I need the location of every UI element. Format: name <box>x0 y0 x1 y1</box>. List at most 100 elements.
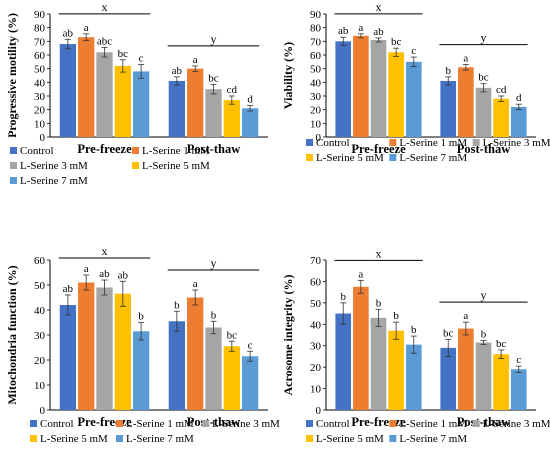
significance-letter: a <box>193 278 198 290</box>
bar <box>223 100 240 137</box>
legend-swatch <box>306 435 313 442</box>
significance-letter: cd <box>227 84 238 96</box>
y-tick-label: 0 <box>40 405 46 417</box>
bar <box>510 369 527 410</box>
y-tick-label: 60 <box>34 50 46 62</box>
legend-swatch <box>10 177 17 184</box>
legend-swatch <box>10 162 17 169</box>
y-tick-label: 10 <box>34 118 46 130</box>
significance-letter: bc <box>208 72 219 84</box>
x-category-label: Pre-freeze <box>77 142 132 156</box>
y-tick-label: 50 <box>34 280 46 292</box>
y-tick-label: 60 <box>310 50 322 62</box>
bar <box>132 71 150 137</box>
legend-swatch <box>10 147 17 154</box>
y-tick-label: 10 <box>310 118 322 130</box>
significance-letter: b <box>376 297 382 309</box>
bar <box>493 98 509 137</box>
significance-letter: bc <box>443 327 454 339</box>
group-letter: y <box>481 288 487 302</box>
legend-swatch <box>116 420 123 427</box>
bar <box>114 293 131 410</box>
y-tick-label: 0 <box>316 132 322 144</box>
significance-letter: bc <box>118 48 129 60</box>
legend-label: L-Serine 5 mM <box>316 433 384 445</box>
y-axis-label: Acrosome integrity (%) <box>281 274 295 395</box>
legend: Control L-Serine 1 mM L-Serine 3 mM L-Serin… <box>306 418 550 445</box>
significance-letter: c <box>139 53 144 65</box>
y-tick-label: 50 <box>34 64 46 76</box>
y-tick-label: 70 <box>34 36 46 48</box>
significance-letter: a <box>463 53 468 65</box>
legend-label: Control <box>316 418 350 430</box>
bar <box>388 330 404 410</box>
legend-swatch <box>306 139 313 146</box>
y-tick-label: 50 <box>310 298 322 310</box>
significance-letter: c <box>411 45 416 57</box>
significance-letter: ab <box>63 27 74 39</box>
significance-letter: bc <box>391 36 402 48</box>
significance-letter: b <box>340 291 346 303</box>
significance-letter: a <box>84 22 89 34</box>
legend-swatch <box>202 420 209 427</box>
bar <box>405 61 422 138</box>
bar <box>205 89 222 137</box>
significance-letter: ab <box>338 25 349 37</box>
y-tick-label: 20 <box>34 355 46 367</box>
legend-label: L-Serine 3 mM <box>483 418 550 430</box>
legend-label: L-Serine 3 mM <box>212 418 280 430</box>
legend-swatch <box>389 154 397 161</box>
significance-letter: bc <box>496 338 507 350</box>
bar <box>335 41 352 138</box>
bar <box>458 328 474 410</box>
y-tick-label: 70 <box>310 36 322 48</box>
significance-letter: b <box>138 311 144 323</box>
significance-letter: c <box>516 354 521 366</box>
y-tick-label: 80 <box>34 23 46 35</box>
bar <box>388 52 404 138</box>
y-tick-label: 30 <box>310 91 322 103</box>
bar <box>475 342 492 410</box>
y-tick-label: 40 <box>34 305 46 317</box>
x-category-label: Post-thaw <box>187 415 240 429</box>
y-tick-label: 30 <box>34 330 46 342</box>
bar <box>114 65 131 137</box>
group-letter: y <box>211 256 217 270</box>
y-tick-label: 70 <box>310 255 322 267</box>
legend-swatch <box>389 139 397 146</box>
legend-label: Control <box>20 145 54 157</box>
y-tick-label: 50 <box>310 64 322 76</box>
y-tick-label: 40 <box>310 319 322 331</box>
bar <box>78 37 95 137</box>
y-tick-label: 0 <box>40 132 46 144</box>
legend-swatch <box>472 420 480 427</box>
bar <box>223 346 240 410</box>
group-letter: y <box>481 31 487 45</box>
bar <box>205 327 222 410</box>
legend-label: L-Serine 1 mM <box>399 418 467 430</box>
y-tick-label: 90 <box>34 9 46 21</box>
significance-letter: a <box>358 268 363 280</box>
significance-letter: ab <box>373 26 384 38</box>
legend-swatch <box>30 435 37 442</box>
x-category-label: Pre-freeze <box>351 415 406 429</box>
bar <box>510 106 527 137</box>
bar <box>458 67 474 137</box>
bar <box>440 347 457 410</box>
legend-label: L-Serine 7 mM <box>399 152 467 164</box>
bar <box>405 344 422 410</box>
legend: Control L-Serine 1 mM L-Serine 3 mM L-Serin… <box>306 137 550 164</box>
bar <box>187 68 204 137</box>
legend-swatch <box>132 162 139 169</box>
significance-letter: abc <box>97 35 112 47</box>
legend-label: L-Serine 1 mM <box>142 145 210 157</box>
y-tick-label: 10 <box>310 384 322 396</box>
significance-letter: cd <box>496 84 507 96</box>
bar <box>96 52 113 138</box>
bar <box>370 317 387 410</box>
